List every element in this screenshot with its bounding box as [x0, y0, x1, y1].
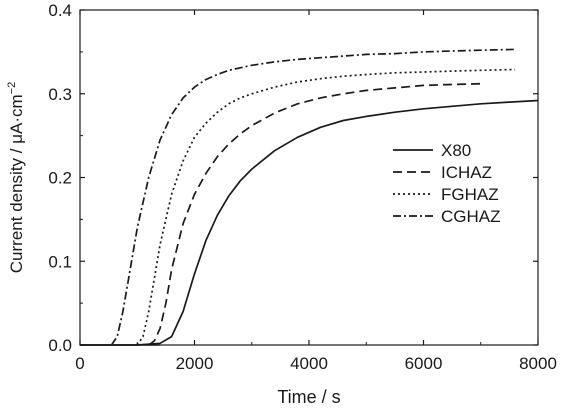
y-tick-label: 0.4: [48, 1, 72, 20]
series-line-cghaz: [110, 48, 516, 346]
y-tick-label: 0.3: [48, 85, 72, 104]
x-tick-label: 4000: [290, 354, 328, 373]
x-axis-label: Time / s: [277, 387, 340, 407]
legend-label-ichaz: ICHAZ: [441, 163, 492, 182]
y-axis-label-main: Current density / μA·cm: [7, 94, 26, 273]
y-axis-label: Current density / μA·cm−2: [6, 82, 26, 273]
y-tick-label: 0.0: [48, 336, 72, 355]
legend-label-fghaz: FGHAZ: [441, 185, 499, 204]
y-tick-label: 0.2: [48, 169, 72, 188]
y-axis-label-exponent: −2: [6, 82, 18, 95]
x-tick-label: 0: [75, 354, 84, 373]
legend-label-x80: X80: [441, 141, 471, 160]
x-tick-label: 6000: [405, 354, 443, 373]
legend-label-cghaz: CGHAZ: [441, 207, 501, 226]
series-line-ichaz: [148, 82, 481, 346]
y-tick-label: 0.1: [48, 252, 72, 271]
x-tick-label: 2000: [176, 354, 214, 373]
x-tick-label: 8000: [519, 354, 557, 373]
series-line-x80: [80, 99, 539, 346]
